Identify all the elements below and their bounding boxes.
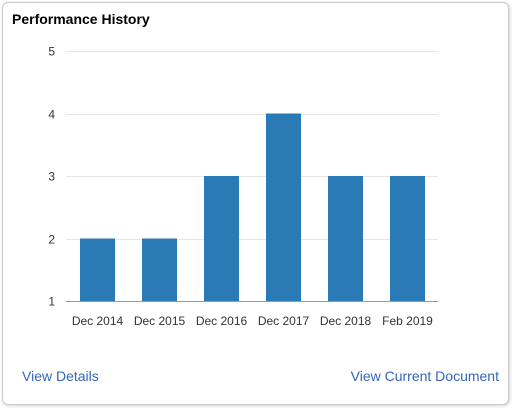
x-tick-label-dec-2016: Dec 2016 xyxy=(196,314,248,328)
x-tick-label-dec-2014: Dec 2014 xyxy=(72,314,124,328)
x-tick-label-dec-2018: Dec 2018 xyxy=(320,314,372,328)
bar-dec-2018 xyxy=(328,176,363,301)
y-tick-label-1: 1 xyxy=(48,295,55,309)
view-current-document-link[interactable]: View Current Document xyxy=(350,368,499,384)
y-tick-label-2: 2 xyxy=(48,233,55,247)
y-tick-label-4: 4 xyxy=(48,108,55,122)
x-tick-label-dec-2015: Dec 2015 xyxy=(134,314,186,328)
bar-dec-2017 xyxy=(266,113,301,301)
card-title: Performance History xyxy=(12,11,150,27)
bar-dec-2015 xyxy=(142,238,177,301)
y-tick-label-5: 5 xyxy=(48,45,55,59)
bar-dec-2014 xyxy=(80,238,115,301)
bar-feb-2019 xyxy=(390,176,425,301)
x-tick-label-dec-2017: Dec 2017 xyxy=(258,314,310,328)
x-tick-label-feb-2019: Feb 2019 xyxy=(382,314,433,328)
y-tick-label-3: 3 xyxy=(48,170,55,184)
bar-dec-2016 xyxy=(204,176,239,301)
view-details-link[interactable]: View Details xyxy=(22,368,99,384)
